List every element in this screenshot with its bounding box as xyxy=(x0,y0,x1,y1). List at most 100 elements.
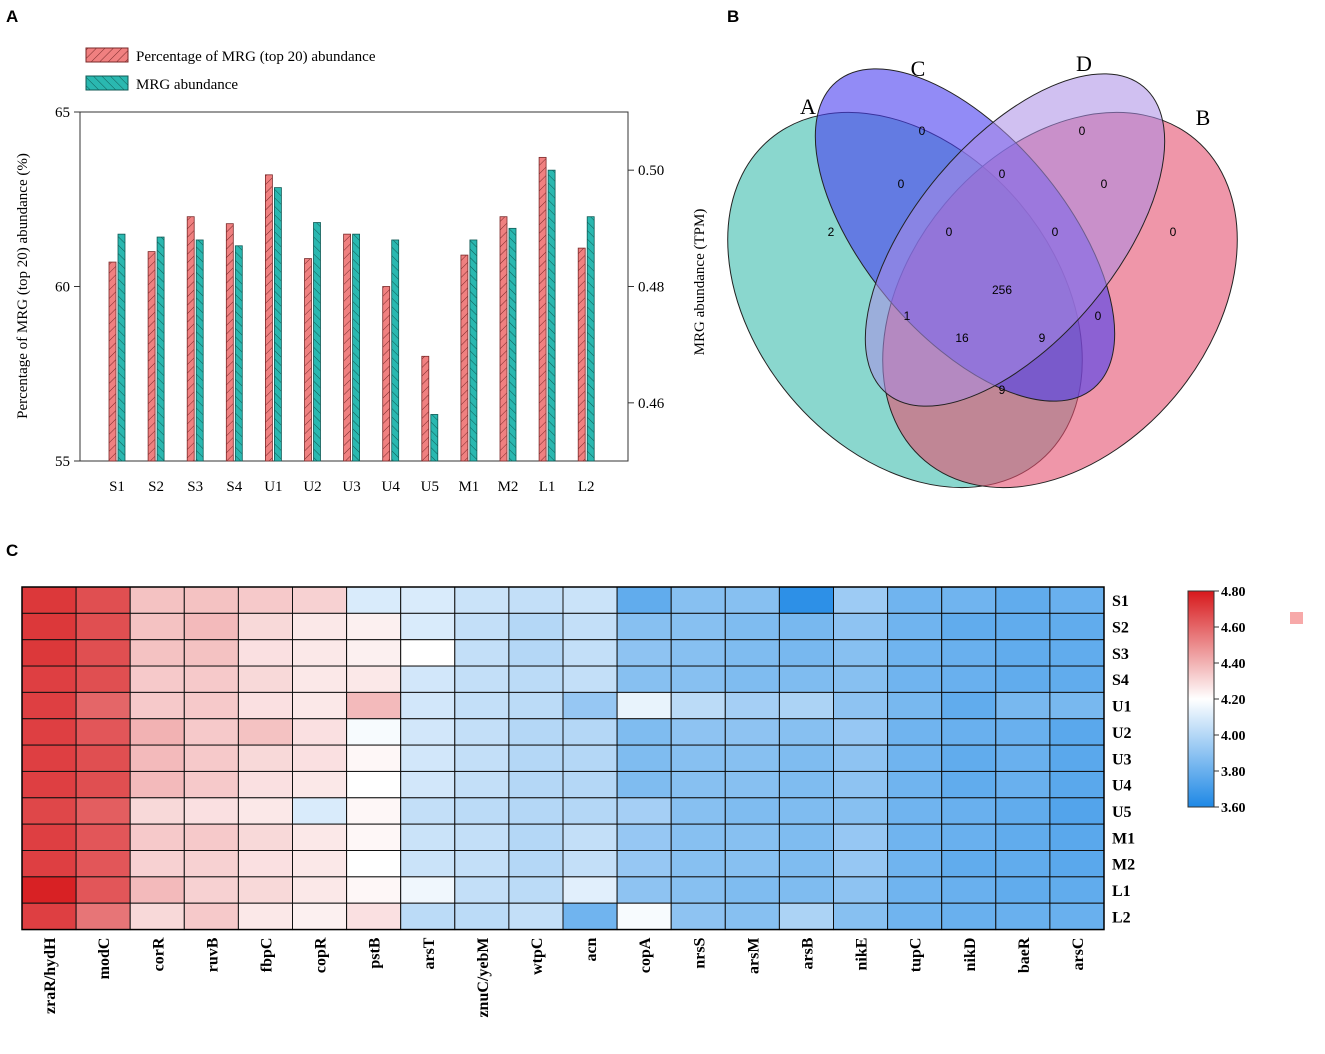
heatmap-col-label: znuC/yebM xyxy=(475,938,492,1018)
heatmap-cell xyxy=(1049,797,1105,825)
heatmap-cell xyxy=(183,665,239,693)
heatmap-col-label: wtpC xyxy=(529,938,546,975)
heatmap-col-label: modC xyxy=(96,938,113,980)
heatmap-col-label: fbpC xyxy=(258,938,275,973)
heatmap: S1 S2 S3 S4 U1 U2 U3 U4 U5 M1 M2 L1 L2 zraR/hydH modC… xyxy=(21,586,1135,1018)
heatmap-cell xyxy=(400,902,456,931)
heatmap-cell xyxy=(778,770,835,799)
heatmap-cell xyxy=(724,797,780,825)
heatmap-cell xyxy=(778,718,835,746)
heatmap-cell xyxy=(129,770,185,799)
heatmap-cell xyxy=(400,770,456,799)
heatmap-cell xyxy=(292,718,348,746)
heatmap-cell xyxy=(237,770,293,799)
heatmap-cell xyxy=(833,639,889,667)
x-tick-label: M2 xyxy=(498,479,519,495)
heatmap-cell xyxy=(995,665,1051,693)
heatmap-cell xyxy=(670,718,726,746)
heatmap-cell xyxy=(237,902,293,931)
heatmap-cell xyxy=(833,823,889,852)
color-scale-label: 4.40 xyxy=(1221,657,1246,672)
heatmap-col-label: arsT xyxy=(421,937,438,969)
heatmap-cell xyxy=(292,797,348,825)
heatmap-cell xyxy=(129,797,185,825)
color-scale-label: 4.00 xyxy=(1221,729,1246,744)
bar-pct-S4 xyxy=(225,223,234,462)
heatmap-cell xyxy=(724,902,780,931)
heatmap-col-label: copA xyxy=(637,937,654,973)
heatmap-cell xyxy=(346,850,402,878)
heatmap-cell xyxy=(292,823,348,852)
heatmap-cell xyxy=(508,902,564,931)
panel-label-c: C xyxy=(6,541,18,560)
heatmap-cell xyxy=(616,770,672,799)
heatmap-cell xyxy=(400,876,456,904)
venn-count-acd: 0 xyxy=(946,225,953,239)
heatmap-cell xyxy=(129,691,185,720)
heatmap-border xyxy=(21,586,1105,931)
y2-tick-label: 0.48 xyxy=(638,280,664,296)
heatmap-cell xyxy=(562,612,618,641)
heatmap-cell xyxy=(995,902,1051,931)
venn-count-acb: 9 xyxy=(1039,331,1046,345)
heatmap-cell xyxy=(778,665,835,693)
heatmap-cell xyxy=(562,691,618,720)
venn-label-b: B xyxy=(1196,105,1211,130)
heatmap-cell xyxy=(75,850,131,878)
bar-pct-L2 xyxy=(577,247,586,462)
bar-chart: Percentage of MRG (top 20) abundance MRG… xyxy=(15,47,708,495)
heatmap-cell xyxy=(724,612,780,641)
bar-mrg-L1 xyxy=(547,169,556,462)
color-scale-label: 4.60 xyxy=(1221,621,1246,636)
heatmap-cell xyxy=(995,823,1051,852)
heatmap-cell xyxy=(183,797,239,825)
heatmap-col-label: nikD xyxy=(962,938,979,972)
bar-pct-S2 xyxy=(147,251,156,462)
heatmap-cell xyxy=(183,744,239,772)
venn-count-adb: 16 xyxy=(955,331,969,345)
heatmap-cell xyxy=(724,850,780,878)
heatmap-cell xyxy=(724,823,780,852)
bar-pct-U1 xyxy=(264,174,273,462)
heatmap-row-label: U4 xyxy=(1112,778,1132,795)
heatmap-col-label: acn xyxy=(583,937,600,961)
heatmap-cell xyxy=(670,665,726,693)
heatmap-cell xyxy=(616,586,672,614)
x-tick-label: U1 xyxy=(264,479,282,495)
color-scale-bar xyxy=(1187,590,1215,808)
legend-swatch-mrg xyxy=(85,75,129,91)
heatmap-cell xyxy=(75,612,131,641)
heatmap-cell xyxy=(941,718,997,746)
heatmap-cell xyxy=(616,691,672,720)
heatmap-cell xyxy=(670,612,726,641)
bar-pct-U3 xyxy=(343,233,352,462)
legend-label-mrg: MRG abundance xyxy=(136,77,238,93)
heatmap-cell xyxy=(346,876,402,904)
heatmap-cell xyxy=(833,665,889,693)
bar-mrg-S4 xyxy=(234,245,243,462)
heatmap-cell xyxy=(562,823,618,852)
bar-mrg-U4 xyxy=(391,239,400,462)
venn-count-cdb: 0 xyxy=(1052,225,1059,239)
heatmap-cell xyxy=(833,586,889,614)
heatmap-cell xyxy=(887,586,943,614)
venn-count-all: 256 xyxy=(992,283,1012,297)
y-tick-label: 60 xyxy=(55,280,70,296)
venn-count-ac: 0 xyxy=(898,177,905,191)
heatmap-cell xyxy=(670,770,726,799)
heatmap-cell xyxy=(129,665,185,693)
heatmap-cell xyxy=(941,744,997,772)
venn-count-d: 0 xyxy=(1079,124,1086,138)
heatmap-cell xyxy=(778,691,835,720)
heatmap-cell xyxy=(292,744,348,772)
heatmap-cell xyxy=(346,586,402,614)
heatmap-cell xyxy=(833,797,889,825)
heatmap-cell xyxy=(75,902,131,931)
heatmap-cell xyxy=(292,850,348,878)
x-tick-label: U4 xyxy=(382,479,401,495)
heatmap-cell xyxy=(941,639,997,667)
heatmap-cell xyxy=(1049,876,1105,904)
heatmap-col-label: zraR/hydH xyxy=(42,937,59,1014)
venn-label-c: C xyxy=(911,56,926,81)
heatmap-cell xyxy=(292,665,348,693)
